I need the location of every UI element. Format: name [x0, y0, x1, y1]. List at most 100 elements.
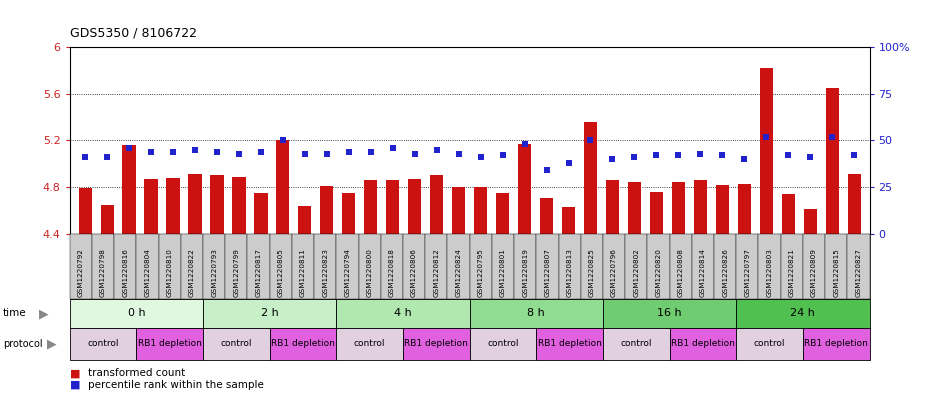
Text: GSM1220815: GSM1220815: [833, 248, 839, 297]
Bar: [320, 186, 334, 234]
Point: [473, 154, 488, 160]
Text: GSM1220818: GSM1220818: [389, 248, 395, 297]
Bar: [584, 122, 597, 234]
Text: control: control: [87, 340, 119, 348]
Text: GSM1220797: GSM1220797: [744, 248, 751, 297]
Point: [254, 149, 269, 155]
Bar: [299, 206, 312, 234]
Point: [605, 156, 620, 162]
Bar: [628, 182, 641, 234]
Bar: [518, 144, 531, 234]
Point: [341, 149, 356, 155]
Text: GDS5350 / 8106722: GDS5350 / 8106722: [70, 26, 197, 39]
Text: protocol: protocol: [3, 339, 43, 349]
Bar: [210, 176, 223, 234]
Text: control: control: [620, 340, 652, 348]
Text: RB1 depletion: RB1 depletion: [271, 340, 335, 348]
Bar: [386, 180, 399, 234]
Point: [451, 151, 466, 157]
Bar: [737, 184, 751, 234]
Text: RB1 depletion: RB1 depletion: [538, 340, 602, 348]
Point: [122, 145, 137, 151]
Text: GSM1220802: GSM1220802: [633, 248, 639, 297]
Point: [78, 154, 93, 160]
Bar: [452, 187, 465, 234]
Text: GSM1220822: GSM1220822: [189, 248, 195, 297]
Text: GSM1220813: GSM1220813: [566, 248, 573, 297]
Text: GSM1220820: GSM1220820: [656, 248, 661, 297]
Point: [275, 137, 290, 143]
Text: control: control: [754, 340, 785, 348]
Text: 2 h: 2 h: [260, 309, 279, 318]
Point: [846, 152, 861, 158]
Text: GSM1220794: GSM1220794: [344, 248, 351, 297]
Text: GSM1220816: GSM1220816: [122, 248, 128, 297]
Text: RB1 depletion: RB1 depletion: [405, 340, 469, 348]
Point: [100, 154, 114, 160]
Text: GSM1220800: GSM1220800: [366, 248, 373, 297]
Text: RB1 depletion: RB1 depletion: [138, 340, 202, 348]
Text: GSM1220811: GSM1220811: [300, 248, 306, 297]
Bar: [650, 192, 663, 234]
Bar: [562, 207, 575, 234]
Point: [825, 134, 840, 140]
Bar: [826, 88, 839, 234]
Point: [803, 154, 817, 160]
Point: [693, 151, 708, 157]
Bar: [474, 187, 487, 234]
Point: [166, 149, 180, 155]
Text: ■: ■: [70, 380, 80, 390]
Bar: [78, 188, 92, 234]
Point: [495, 152, 510, 158]
Point: [232, 151, 246, 157]
Text: time: time: [3, 309, 26, 318]
Text: GSM1220805: GSM1220805: [278, 248, 284, 297]
Text: 4 h: 4 h: [394, 309, 412, 318]
Bar: [605, 180, 619, 234]
Point: [737, 156, 751, 162]
Text: GSM1220821: GSM1220821: [789, 248, 795, 297]
Text: RB1 depletion: RB1 depletion: [671, 340, 735, 348]
Text: GSM1220817: GSM1220817: [256, 248, 261, 297]
Bar: [100, 205, 113, 234]
Point: [407, 151, 422, 157]
Text: GSM1220819: GSM1220819: [522, 248, 528, 297]
Text: 0 h: 0 h: [127, 309, 145, 318]
Bar: [232, 177, 246, 234]
Bar: [804, 209, 817, 234]
Point: [298, 151, 312, 157]
Point: [188, 147, 203, 153]
Text: GSM1220801: GSM1220801: [500, 248, 506, 297]
Text: RB1 depletion: RB1 depletion: [804, 340, 869, 348]
Point: [671, 152, 685, 158]
Text: control: control: [354, 340, 385, 348]
Text: GSM1220826: GSM1220826: [722, 248, 728, 297]
Text: control: control: [220, 340, 252, 348]
Text: GSM1220827: GSM1220827: [856, 248, 861, 297]
Bar: [496, 193, 510, 234]
Text: 16 h: 16 h: [658, 309, 682, 318]
Text: GSM1220824: GSM1220824: [456, 248, 461, 297]
Text: GSM1220798: GSM1220798: [100, 248, 106, 297]
Point: [539, 167, 554, 174]
Text: percentile rank within the sample: percentile rank within the sample: [88, 380, 264, 390]
Text: GSM1220793: GSM1220793: [211, 248, 218, 297]
Point: [561, 160, 576, 166]
Text: 24 h: 24 h: [790, 309, 816, 318]
Text: GSM1220803: GSM1220803: [766, 248, 773, 297]
Bar: [123, 145, 136, 234]
Text: GSM1220806: GSM1220806: [411, 248, 418, 297]
Text: GSM1220823: GSM1220823: [322, 248, 328, 297]
Point: [781, 152, 796, 158]
Bar: [166, 178, 179, 234]
Point: [364, 149, 379, 155]
Point: [517, 141, 532, 147]
Point: [319, 151, 334, 157]
Point: [715, 152, 730, 158]
Bar: [694, 180, 707, 234]
Text: GSM1220807: GSM1220807: [544, 248, 551, 297]
Bar: [276, 141, 289, 234]
Text: GSM1220792: GSM1220792: [78, 248, 84, 297]
Bar: [254, 193, 268, 234]
Point: [583, 137, 598, 143]
